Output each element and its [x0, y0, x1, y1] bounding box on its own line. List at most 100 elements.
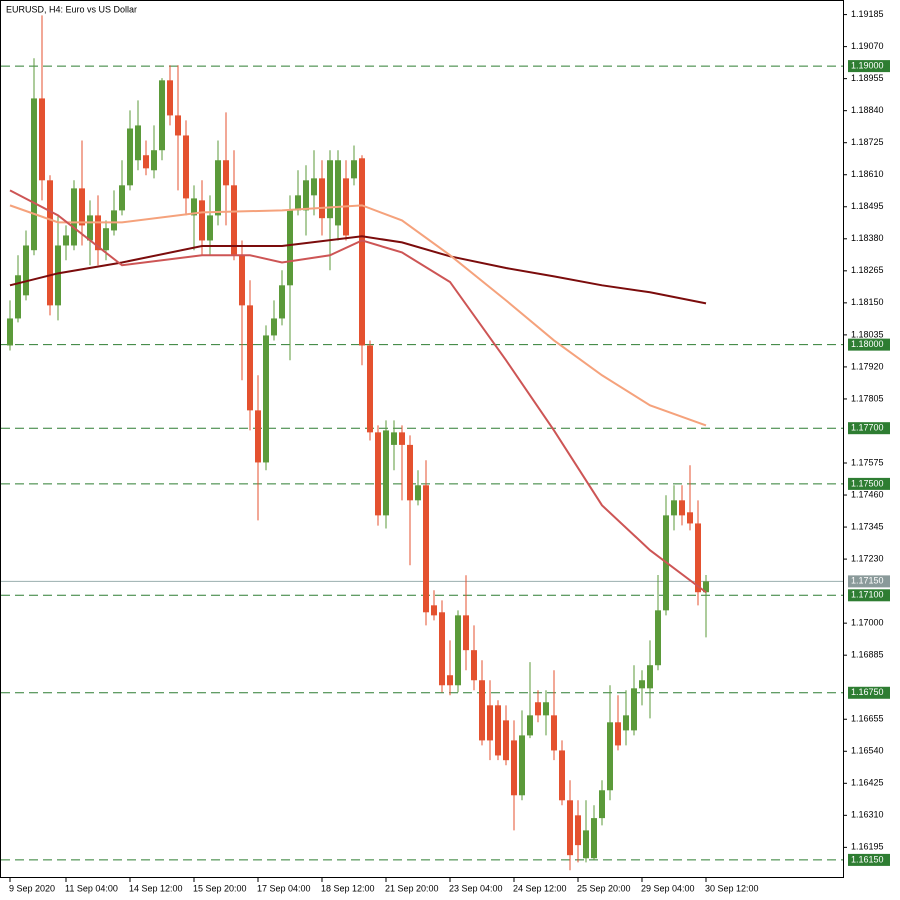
y-tick-label: 1.19185: [851, 9, 884, 19]
x-tick-label: 11 Sep 04:00: [65, 883, 118, 893]
candle-body: [591, 818, 597, 859]
candle-body: [503, 720, 509, 761]
y-tick-label: 1.18725: [851, 137, 884, 147]
candle-body: [71, 188, 77, 246]
candle-body: [263, 335, 269, 463]
candle-body: [599, 790, 605, 819]
candle-body: [631, 688, 637, 731]
y-tick-label: 1.16885: [851, 650, 884, 660]
candle-body: [335, 160, 341, 226]
candle-body: [671, 500, 677, 516]
candle-body: [615, 722, 621, 746]
candle-body: [295, 195, 301, 211]
candle-body: [255, 410, 261, 463]
y-tick-label: 1.17460: [851, 489, 884, 499]
candle-body: [487, 705, 493, 741]
x-tick-label: 29 Sep 04:00: [641, 883, 695, 893]
candle-body: [527, 715, 533, 736]
level-label-box: [848, 686, 890, 699]
candle-body: [31, 98, 37, 251]
candle-body: [79, 188, 85, 226]
candle-body: [367, 345, 373, 433]
candle-body: [431, 605, 437, 616]
candle-body: [471, 650, 477, 681]
y-tick-label: 1.19070: [851, 41, 884, 51]
candle-body: [55, 245, 61, 306]
candle-body: [135, 125, 141, 161]
x-tick-label: 23 Sep 04:00: [449, 883, 503, 893]
level-label-box: [848, 853, 890, 866]
x-tick-label: 21 Sep 20:00: [385, 883, 439, 893]
level-label: 1.17100: [851, 590, 884, 600]
candle-body: [151, 150, 157, 171]
level-label-box: [848, 338, 890, 351]
candle-body: [679, 500, 685, 516]
candle-body: [23, 245, 29, 296]
candle-body: [63, 235, 69, 246]
candle-body: [119, 185, 125, 211]
plot-border: [0, 0, 844, 878]
candle-body: [87, 215, 93, 241]
y-tick-label: 1.16655: [851, 714, 884, 724]
y-tick-label: 1.18840: [851, 105, 884, 115]
candle-body: [183, 135, 189, 199]
y-tick-label: 1.18495: [851, 201, 884, 211]
candle-body: [279, 285, 285, 319]
candle-body: [231, 185, 237, 256]
x-tick-label: 17 Sep 04:00: [257, 883, 311, 893]
candle-body: [455, 615, 461, 686]
candle-body: [703, 581, 709, 593]
candle-body: [695, 523, 701, 593]
level-label-box: [848, 60, 890, 73]
y-tick-label: 1.17575: [851, 457, 884, 467]
current-price-label: 1.17150: [851, 576, 884, 586]
candle-body: [535, 702, 541, 716]
candle-body: [519, 735, 525, 796]
x-tick-label: 14 Sep 12:00: [129, 883, 183, 893]
current-price-box: [848, 575, 890, 588]
candle-body: [167, 80, 173, 116]
candle-body: [103, 228, 109, 251]
candle-body: [47, 180, 53, 306]
candle-body: [567, 800, 573, 856]
moving-average: [9, 189, 707, 594]
y-tick-label: 1.17805: [851, 393, 884, 403]
candle-body: [439, 612, 445, 686]
candle-body: [143, 155, 149, 169]
candle-body: [423, 485, 429, 613]
candle-body: [639, 680, 645, 689]
level-label: 1.16750: [851, 687, 884, 697]
candle-body: [215, 160, 221, 216]
y-tick-label: 1.18035: [851, 329, 884, 339]
candle-body: [583, 830, 589, 859]
candle-body: [159, 80, 165, 151]
candle-body: [15, 275, 21, 319]
candle-body: [199, 200, 205, 241]
level-label: 1.18000: [851, 339, 884, 349]
candle-body: [191, 198, 197, 216]
candle-body: [375, 432, 381, 516]
candle-body: [415, 485, 421, 501]
level-label-box: [848, 422, 890, 435]
y-tick-label: 1.16310: [851, 810, 884, 820]
candle-body: [287, 210, 293, 286]
moving-average: [9, 204, 707, 427]
candle-body: [303, 180, 309, 211]
candle-body: [239, 255, 245, 306]
candle-body: [551, 715, 557, 751]
candle-body: [559, 750, 565, 801]
candle-body: [511, 740, 517, 796]
y-tick-label: 1.18150: [851, 297, 884, 307]
y-tick-label: 1.16195: [851, 842, 884, 852]
y-tick-label: 1.18955: [851, 73, 884, 83]
candle-body: [327, 160, 333, 219]
candle-body: [479, 680, 485, 741]
candle-body: [247, 305, 253, 411]
y-tick-label: 1.17920: [851, 361, 884, 371]
y-tick-label: 1.16425: [851, 778, 884, 788]
candle-body: [319, 178, 325, 219]
candle-body: [175, 115, 181, 136]
candle-body: [271, 318, 277, 336]
candle-body: [223, 160, 229, 186]
x-tick-label: 24 Sep 12:00: [513, 883, 567, 893]
